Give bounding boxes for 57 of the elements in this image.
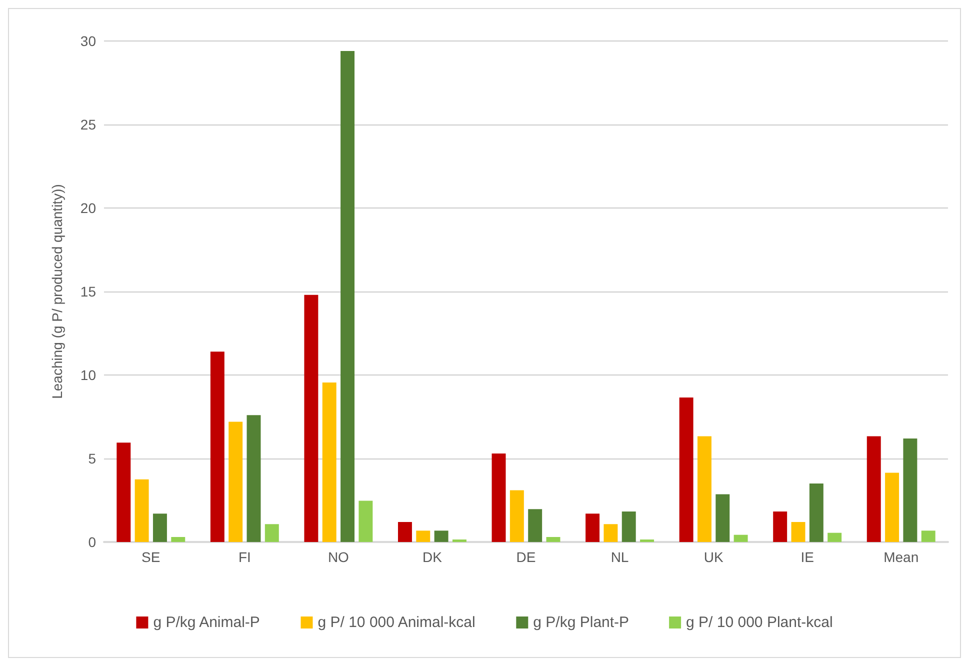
- bar: [152, 514, 167, 542]
- y-tick-label: 20: [80, 200, 96, 216]
- bar: [434, 530, 448, 542]
- bar: [210, 352, 224, 542]
- bar: [921, 530, 936, 542]
- bar: [171, 536, 186, 542]
- bar: [264, 524, 279, 542]
- bar: [809, 484, 824, 542]
- y-tick-label: 0: [88, 534, 96, 550]
- bar: [416, 530, 430, 542]
- legend-label: g P/ 10 000 Plant-kcal: [686, 614, 833, 631]
- bar: [228, 422, 243, 542]
- bar: [640, 539, 654, 542]
- bar: [679, 398, 694, 542]
- bar: [546, 536, 560, 542]
- y-tick-label: 15: [80, 284, 96, 300]
- bar: [134, 479, 149, 542]
- bar: [586, 514, 600, 542]
- bar: [246, 415, 261, 542]
- x-tick-label: DE: [516, 549, 536, 565]
- y-axis-title: Leaching (g P/ produced quantity)): [49, 184, 65, 399]
- bar: [773, 511, 788, 542]
- x-tick-label: NL: [610, 549, 629, 565]
- bar: [340, 51, 355, 542]
- bar: [398, 522, 412, 542]
- bar: [528, 509, 542, 542]
- bar: [622, 511, 636, 542]
- bar: [791, 522, 806, 542]
- bar: [716, 494, 730, 542]
- bar: [885, 472, 900, 542]
- bar: [322, 382, 336, 542]
- x-tick-label: SE: [142, 549, 160, 565]
- bar: [358, 500, 373, 542]
- legend-label: g P/ 10 000 Animal-kcal: [318, 614, 476, 631]
- bar: [116, 442, 131, 542]
- bar: [828, 532, 842, 542]
- x-tick-label: DK: [422, 549, 443, 565]
- bar: [866, 436, 881, 542]
- legend-label: g P/kg Plant-P: [533, 614, 630, 631]
- y-tick-label: 25: [80, 116, 96, 132]
- x-tick-label: FI: [238, 549, 251, 565]
- x-tick-label: UK: [704, 549, 724, 565]
- x-tick-label: IE: [800, 549, 814, 565]
- x-tick-label: Mean: [884, 549, 919, 565]
- y-tick-label: 30: [80, 33, 96, 49]
- bar: [604, 524, 618, 542]
- y-tick-label: 10: [80, 367, 96, 383]
- bar: [697, 436, 712, 542]
- bar: [903, 438, 918, 542]
- bar: [510, 490, 524, 542]
- legend-label: g P/kg Animal-P: [153, 614, 260, 631]
- x-tick-label: NO: [328, 549, 350, 565]
- bar: [734, 534, 748, 542]
- bar: [304, 294, 318, 542]
- bar: [452, 539, 466, 542]
- y-tick-label: 5: [88, 450, 96, 466]
- bar: [492, 453, 506, 542]
